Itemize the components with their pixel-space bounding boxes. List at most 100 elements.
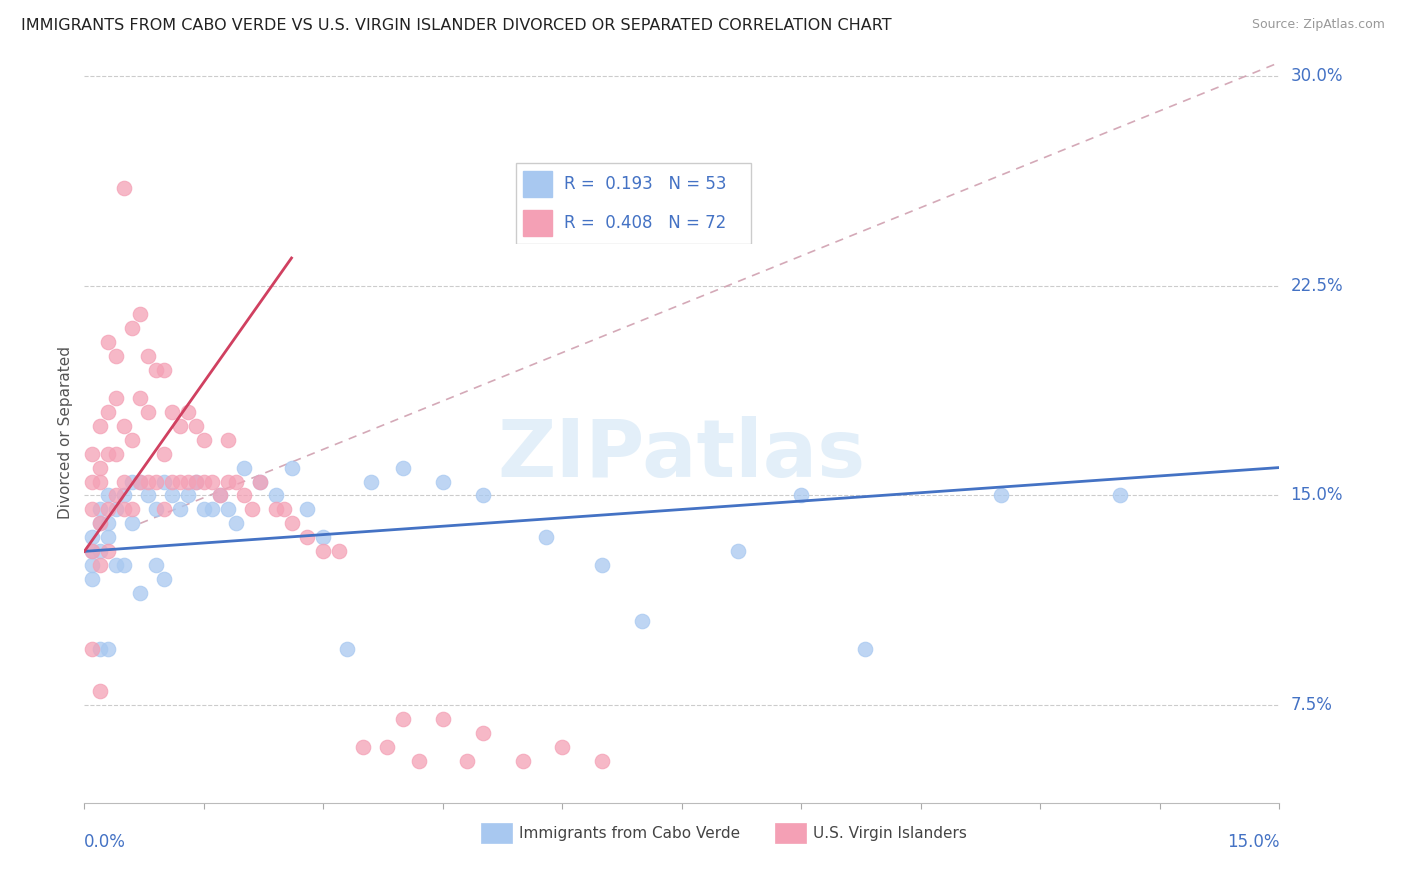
Text: 15.0%: 15.0% <box>1291 486 1343 505</box>
Point <box>790 488 813 502</box>
Point <box>145 363 167 377</box>
Point <box>153 572 176 586</box>
Bar <box>523 171 553 197</box>
Point <box>105 488 128 502</box>
Bar <box>523 210 553 236</box>
Point <box>217 502 239 516</box>
Point <box>121 433 143 447</box>
Point <box>89 642 111 657</box>
Point <box>432 712 454 726</box>
Point <box>591 558 613 573</box>
Point <box>512 754 534 768</box>
Point <box>89 460 111 475</box>
Point <box>112 558 135 573</box>
Point <box>432 475 454 489</box>
Point <box>225 475 247 489</box>
Point <box>225 516 247 531</box>
Point <box>392 460 415 475</box>
Point <box>112 475 135 489</box>
Point <box>105 558 128 573</box>
Point <box>280 516 302 531</box>
Point <box>990 488 1012 502</box>
Point <box>89 544 111 558</box>
Point <box>240 502 263 516</box>
Point <box>136 475 159 489</box>
Point <box>89 502 111 516</box>
Text: 30.0%: 30.0% <box>1291 68 1343 86</box>
Point <box>82 642 104 657</box>
Point <box>112 181 135 195</box>
Point <box>264 502 287 516</box>
Point <box>249 475 271 489</box>
Point <box>456 754 478 768</box>
Point <box>193 502 215 516</box>
Point <box>184 475 207 489</box>
Point <box>360 475 382 489</box>
Text: 0.0%: 0.0% <box>84 833 127 851</box>
Text: R =  0.408   N = 72: R = 0.408 N = 72 <box>564 214 725 232</box>
Point <box>121 502 143 516</box>
Point <box>82 558 104 573</box>
FancyBboxPatch shape <box>516 163 751 244</box>
Point <box>249 475 271 489</box>
Point <box>145 502 167 516</box>
Point <box>169 502 191 516</box>
Point <box>129 391 152 405</box>
Point <box>408 754 430 768</box>
Point <box>82 530 104 544</box>
Point <box>1109 488 1132 502</box>
Point <box>121 475 143 489</box>
Point <box>336 642 359 657</box>
Point <box>177 488 200 502</box>
Point <box>184 418 207 433</box>
Point <box>193 475 215 489</box>
Point <box>160 405 183 419</box>
Point <box>169 475 191 489</box>
Point <box>153 363 176 377</box>
Point <box>89 418 111 433</box>
Point <box>97 516 120 531</box>
Point <box>853 642 876 657</box>
Point <box>297 502 319 516</box>
Point <box>82 446 104 460</box>
Point <box>193 433 215 447</box>
Point <box>160 475 183 489</box>
Point <box>217 433 239 447</box>
Point <box>112 502 135 516</box>
Point <box>121 321 143 335</box>
Point <box>375 739 398 754</box>
Point <box>97 488 120 502</box>
Point <box>169 418 191 433</box>
Point <box>536 530 558 544</box>
Text: IMMIGRANTS FROM CABO VERDE VS U.S. VIRGIN ISLANDER DIVORCED OR SEPARATED CORRELA: IMMIGRANTS FROM CABO VERDE VS U.S. VIRGI… <box>21 18 891 33</box>
Point <box>145 475 167 489</box>
Point <box>82 572 104 586</box>
Point <box>201 502 224 516</box>
Point <box>97 502 120 516</box>
Point <box>471 726 494 740</box>
Point <box>153 475 176 489</box>
Point <box>105 391 128 405</box>
Point <box>177 405 200 419</box>
Point <box>208 488 231 502</box>
Point <box>136 488 159 502</box>
Point <box>112 488 135 502</box>
Point <box>89 516 111 531</box>
Point <box>97 530 120 544</box>
Point <box>160 488 183 502</box>
Point <box>97 334 120 349</box>
Point <box>201 475 224 489</box>
Point <box>264 488 287 502</box>
Point <box>82 475 104 489</box>
Point <box>232 488 254 502</box>
Point <box>208 488 231 502</box>
Point <box>89 558 111 573</box>
Point <box>551 739 574 754</box>
Point <box>82 544 104 558</box>
Point <box>184 475 207 489</box>
Point <box>312 530 335 544</box>
Point <box>328 544 350 558</box>
Text: 22.5%: 22.5% <box>1291 277 1343 295</box>
Point <box>112 418 135 433</box>
Text: U.S. Virgin Islanders: U.S. Virgin Islanders <box>813 826 967 840</box>
